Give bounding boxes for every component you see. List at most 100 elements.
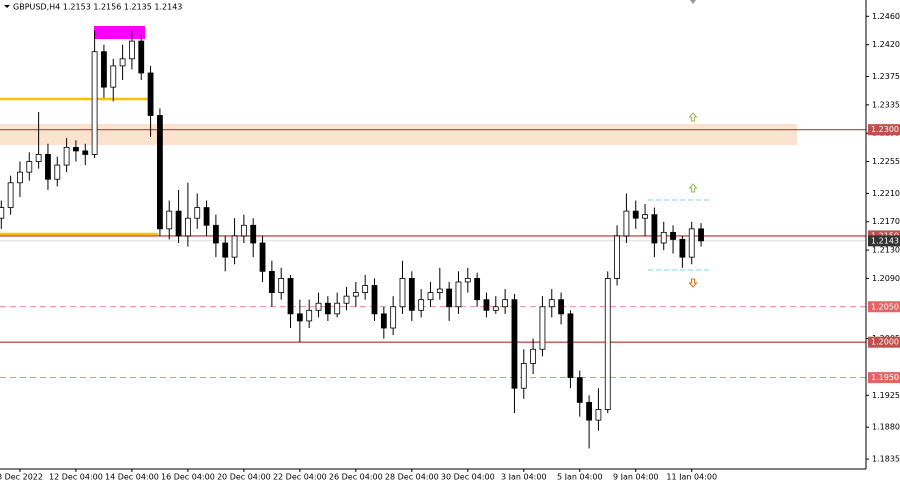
- x-tick-label: 5 Jan 04:00: [557, 473, 603, 480]
- candle-body: [614, 235, 620, 279]
- candle-body: [390, 306, 397, 329]
- candle-body: [278, 278, 285, 293]
- candle-body: [315, 302, 322, 311]
- candle-body: [483, 299, 490, 311]
- candle-body: [101, 51, 107, 88]
- candle-body: [679, 239, 686, 258]
- y-tick-label: 1.2420: [872, 40, 900, 49]
- candle-body: [427, 292, 434, 301]
- y-tick-label: 1.2460: [872, 12, 900, 21]
- up-arrow: [688, 183, 698, 193]
- candle-body: [380, 313, 387, 329]
- candle-body: [26, 161, 33, 173]
- candle-body: [119, 58, 126, 67]
- candle-body: [45, 154, 51, 180]
- candle-body: [530, 348, 537, 364]
- y-tick-label: 1.2090: [872, 274, 900, 283]
- candle-body: [54, 164, 61, 180]
- candle-body: [184, 217, 191, 237]
- candle-body: [670, 231, 676, 240]
- candle-body: [352, 292, 359, 297]
- candle-body: [147, 72, 154, 116]
- y-tick-label: 1.2335: [872, 100, 900, 109]
- y-tick-label: 1.2130: [872, 246, 900, 255]
- candle-body: [586, 402, 592, 421]
- candle-body: [222, 242, 229, 258]
- y-tick-label: 1.1835: [872, 455, 900, 464]
- y-tick-label: 1.1925: [872, 391, 900, 400]
- level-label-box: [868, 372, 900, 384]
- candle-body: [623, 210, 630, 237]
- y-tick-label: 1.2170: [872, 217, 900, 226]
- candle-body: [194, 207, 201, 219]
- candle-body: [138, 40, 145, 74]
- highlight-box: [94, 26, 145, 39]
- x-tick-label: 30 Dec 04:00: [441, 473, 495, 480]
- level-label: 1.1950: [871, 373, 899, 382]
- candle-body: [91, 51, 98, 155]
- candle-body: [166, 210, 173, 230]
- x-tick-label: 26 Dec 04:00: [329, 473, 383, 480]
- candle-body: [73, 146, 79, 152]
- candle-body: [418, 299, 425, 311]
- candle-body: [520, 363, 527, 389]
- candle-body: [324, 302, 331, 315]
- level-label-box: [868, 301, 900, 313]
- y-tick-label: 1.2375: [872, 72, 900, 81]
- candle-body: [129, 40, 135, 60]
- candle-body: [334, 302, 341, 315]
- candle-body: [558, 299, 564, 315]
- level-label: 1.2300: [871, 125, 899, 134]
- candle-body: [492, 306, 499, 311]
- x-tick-label: 8 Dec 2022: [0, 473, 43, 480]
- level-label: 1.2000: [871, 338, 899, 347]
- candle-body: [362, 285, 369, 293]
- candle-body: [464, 278, 471, 283]
- menu-triangle[interactable]: [4, 5, 10, 8]
- candle-body: [595, 409, 602, 421]
- candle-body: [110, 65, 117, 88]
- down-arrow: [688, 278, 698, 288]
- candle-body: [240, 224, 247, 237]
- x-tick-label: 16 Dec 04:00: [161, 473, 215, 480]
- candle-body: [474, 278, 481, 301]
- candle-body: [539, 306, 546, 350]
- up-arrow: [688, 112, 698, 122]
- candle-body: [175, 210, 182, 237]
- candle-body: [0, 207, 5, 219]
- y-tick-label: 1.1880: [872, 423, 900, 432]
- candle-body: [642, 214, 648, 219]
- candle-body: [651, 214, 658, 244]
- candle-body: [231, 235, 238, 258]
- candle-body: [203, 207, 210, 226]
- candle-body: [157, 115, 163, 230]
- level-label: 1.2050: [871, 302, 899, 311]
- x-tick-label: 20 Dec 04:00: [217, 473, 271, 480]
- last-price-box: [868, 235, 900, 247]
- candle-body: [408, 278, 415, 311]
- level-label-box: [868, 124, 900, 136]
- candle-body: [250, 224, 257, 244]
- candle-body: [259, 242, 266, 272]
- scroll-marker: [690, 0, 696, 4]
- candle-body: [7, 182, 14, 208]
- candle-body: [502, 299, 509, 308]
- resistance-zone: [0, 124, 797, 145]
- candle-body: [296, 313, 303, 322]
- y-tick-label: 1.2210: [872, 189, 900, 198]
- candle-body: [82, 150, 89, 155]
- candle-body: [436, 288, 443, 293]
- candle-body: [660, 231, 667, 244]
- x-tick-label: 9 Jan 04:00: [613, 473, 659, 480]
- candle-body: [63, 146, 70, 166]
- candle-body: [632, 210, 639, 219]
- x-tick-label: 28 Dec 04:00: [385, 473, 439, 480]
- candle-body: [306, 309, 313, 322]
- candle-body: [548, 299, 555, 308]
- symbol-header: GBPUSD,H4 1.2153 1.2156 1.2135 1.2143: [13, 3, 182, 12]
- candle-body: [343, 295, 350, 304]
- candle-body: [446, 288, 453, 308]
